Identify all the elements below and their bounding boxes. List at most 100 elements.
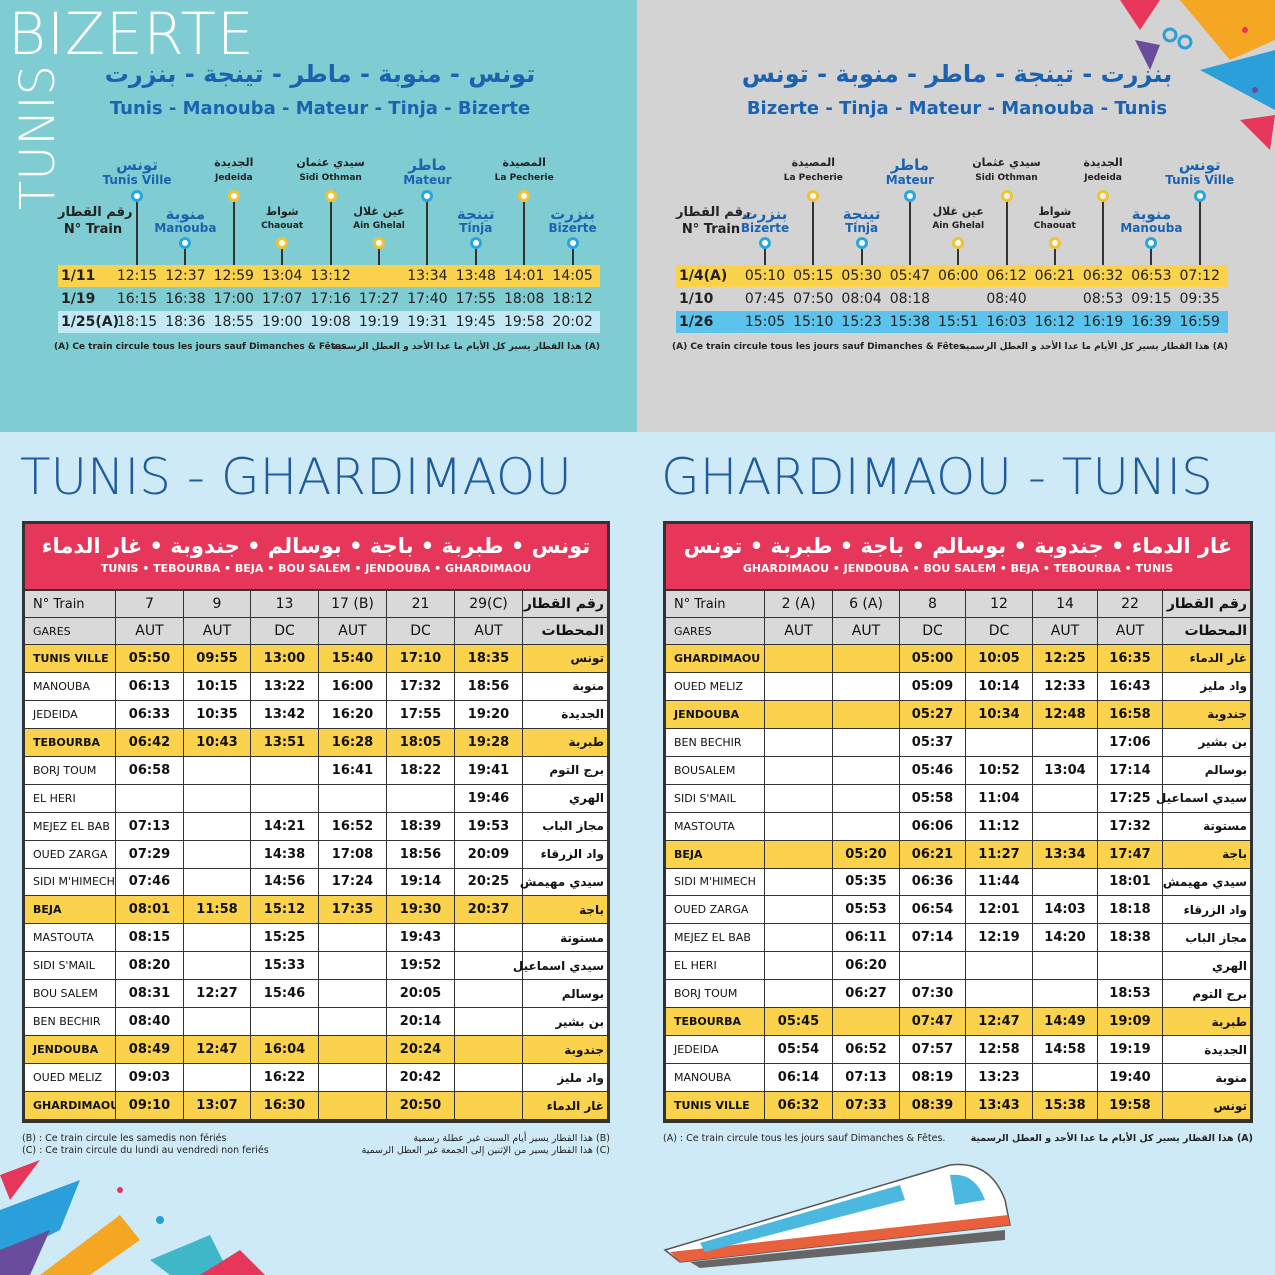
time: 12:15	[116, 268, 158, 284]
time: 14:20	[1033, 924, 1098, 953]
time: 13:22	[251, 672, 319, 701]
time: 05:46	[900, 756, 966, 785]
time	[184, 756, 251, 785]
train-type: AUT	[116, 618, 184, 645]
time: 19:00	[262, 314, 303, 330]
time: 10:14	[966, 672, 1033, 701]
station-line	[764, 243, 766, 265]
train-number: 1/10	[679, 291, 714, 307]
title-arabic: تونس - منوبة - ماطر - تينجة - بنزرت	[104, 60, 536, 88]
time: 13:04	[262, 268, 303, 284]
train-type: AUT	[455, 618, 523, 645]
time: 09:55	[184, 645, 251, 673]
time: 05:37	[900, 728, 966, 757]
station-name: La Pecherie	[783, 173, 843, 183]
time: 11:04	[966, 784, 1033, 813]
station-dot	[1193, 190, 1206, 202]
time: 16:03	[986, 314, 1027, 330]
note: (A) Ce train circule tous les jours sauf…	[672, 342, 968, 352]
station-name-arabic: تينجة	[456, 205, 495, 223]
station-name: JEDEIDA	[25, 700, 116, 729]
time: 08:49	[116, 1036, 184, 1065]
time	[319, 952, 387, 981]
station-dot	[421, 190, 434, 202]
time	[1033, 980, 1098, 1009]
time	[116, 784, 184, 813]
station-name: JEDEIDA	[666, 1036, 765, 1065]
station-dot	[276, 237, 289, 249]
time: 13:42	[251, 700, 319, 729]
station-line	[908, 196, 911, 265]
station-name: SIDI S'MAIL	[666, 784, 765, 813]
station-name-arabic: سيدي مهيمش	[520, 868, 607, 897]
time	[455, 980, 523, 1009]
time: 13:12	[310, 268, 351, 284]
station-dot	[518, 190, 531, 202]
train-number: 1/4(A)	[679, 268, 728, 284]
station-name-arabic: الهري	[523, 784, 607, 813]
time: 08:04	[841, 291, 882, 307]
time: 10:15	[184, 672, 251, 701]
train-number: 29(C)	[455, 591, 523, 618]
time: 12:59	[213, 268, 254, 284]
time: 07:33	[833, 1092, 900, 1120]
time: 12:27	[184, 980, 251, 1009]
station-line	[860, 243, 863, 265]
station-line	[1102, 196, 1105, 265]
time: 09:15	[1131, 291, 1172, 307]
time: 17:25	[1098, 784, 1163, 813]
train-number: 12	[966, 591, 1033, 618]
time	[354, 265, 404, 287]
row-background	[58, 265, 600, 287]
time	[1098, 952, 1163, 981]
train-number: 22	[1098, 591, 1163, 618]
time	[966, 728, 1033, 757]
time: 20:50	[387, 1092, 455, 1120]
time: 16:28	[319, 728, 387, 757]
time: 19:43	[387, 924, 455, 953]
footnote-arabic: (A) هذا القطار يسير كل الأيام ما عدا الأ…	[970, 1133, 1253, 1144]
station-dot	[952, 237, 965, 249]
station-name-arabic: شواط	[1038, 205, 1072, 218]
time: 16:20	[319, 700, 387, 729]
time: 19:08	[310, 314, 351, 330]
time: 13:34	[1033, 840, 1098, 869]
station-name-arabic: منوبة	[1163, 1064, 1250, 1093]
time: 18:39	[387, 812, 455, 841]
station-name-arabic: تونس	[116, 156, 158, 174]
time: 13:23	[966, 1064, 1033, 1093]
time	[319, 1092, 387, 1120]
time	[966, 952, 1033, 981]
station-name-arabic: واد مليز	[1163, 672, 1250, 701]
time: 12:33	[1033, 672, 1098, 701]
time: 18:56	[455, 672, 523, 701]
station-name: Manouba	[154, 221, 217, 235]
title: BIZERTE	[8, 0, 255, 68]
time: 19:58	[504, 314, 545, 330]
time	[184, 868, 251, 897]
time	[765, 728, 833, 757]
station-name: MASTOUTA	[25, 924, 116, 953]
station-name: OUED MELIZ	[25, 1064, 116, 1093]
time: 14:03	[1033, 896, 1098, 925]
station-name-arabic: جندوبة	[1163, 700, 1250, 729]
station-name-arabic: باجة	[1163, 840, 1250, 869]
table: غار الدماء • جندوبة • بوسالم • باجة • طب…	[663, 521, 1253, 1123]
time: 19:58	[1098, 1092, 1163, 1120]
time	[833, 645, 900, 673]
station-name: Ain Ghelal	[353, 221, 405, 231]
time: 13:43	[966, 1092, 1033, 1120]
time: 19:53	[455, 812, 523, 841]
train-type: DC	[251, 618, 319, 645]
time: 18:08	[504, 291, 545, 307]
time: 17:06	[1098, 728, 1163, 757]
station-line	[136, 196, 138, 265]
station-name: JENDOUBA	[666, 700, 765, 729]
station-dot	[566, 237, 579, 249]
station-name-arabic: الجديدة	[214, 156, 254, 169]
station-dot	[324, 190, 337, 202]
train-number: 1/19	[61, 291, 96, 307]
time: 07:13	[833, 1064, 900, 1093]
time	[765, 672, 833, 701]
time: 16:38	[165, 291, 206, 307]
